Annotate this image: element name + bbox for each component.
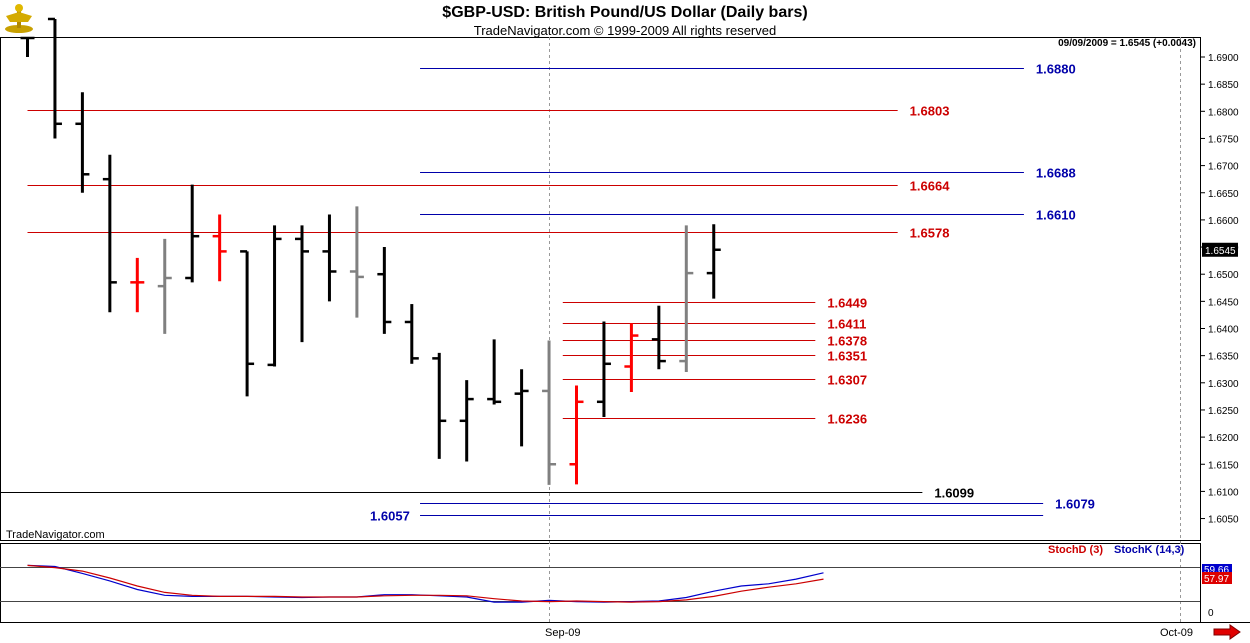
ohlc-bar-12 <box>349 206 364 318</box>
stoch-k-line <box>27 564 824 603</box>
y-tick-label-5: 1.6650 <box>1208 189 1239 200</box>
level-label-8: 1.6378 <box>827 334 867 349</box>
level-label-13: 1.6079 <box>1055 497 1095 512</box>
level-label-2: 1.6688 <box>1036 166 1076 181</box>
ohlc-bar-17 <box>487 339 502 405</box>
y-tick-label-16: 1.6100 <box>1208 487 1239 498</box>
stoch-k-badge <box>1202 564 1232 574</box>
y-tick-label-15: 1.6150 <box>1208 460 1239 471</box>
ohlc-bar-6 <box>185 184 200 283</box>
y-tick-label-0: 1.6900 <box>1208 53 1239 64</box>
stoch-pane-frame <box>0 543 1201 623</box>
last-price-badge <box>1202 242 1238 257</box>
x-tick-oct: Oct-09 <box>1160 627 1194 639</box>
ohlc-bar-21 <box>596 321 611 418</box>
y-tick-label-6: 1.6600 <box>1208 216 1239 227</box>
ohlc-bar-25 <box>706 224 721 299</box>
y-tick-label-9: 1.6450 <box>1208 297 1239 308</box>
y-tick-label-14: 1.6200 <box>1208 433 1239 444</box>
last-quote: 09/09/2009 = 1.6545 (+0.0043) <box>1058 38 1196 49</box>
ohlc-bar-22 <box>624 323 639 393</box>
stoch-axis-zero: 0 <box>1208 608 1214 619</box>
y-tick-label-13: 1.6250 <box>1208 406 1239 417</box>
level-label-12: 1.6099 <box>934 486 974 501</box>
level-label-14: 1.6057 <box>370 509 410 524</box>
y-tick-label-2: 1.6800 <box>1208 107 1239 118</box>
ohlc-bar-2 <box>75 92 90 193</box>
ohlc-bar-18 <box>514 369 529 447</box>
ohlc-bar-1 <box>47 17 62 139</box>
ohlc-bar-23 <box>651 305 666 370</box>
y-tick-label-4: 1.6700 <box>1208 162 1239 173</box>
ohlc-bar-10 <box>295 225 309 343</box>
ohlc-bar-7 <box>212 214 227 282</box>
ohlc-bar-8 <box>240 250 255 397</box>
red-right-arrow-icon[interactable] <box>1212 624 1242 640</box>
level-label-0: 1.6880 <box>1036 62 1076 77</box>
y-tick-label-3: 1.6750 <box>1208 134 1239 145</box>
stoch-k-value: 59.66 <box>1204 565 1229 576</box>
chart-title: $GBP-USD: British Pound/US Dollar (Daily… <box>442 4 808 21</box>
x-tick-sep: Sep-09 <box>545 627 581 639</box>
ohlc-bar-15 <box>432 352 447 459</box>
level-label-7: 1.6411 <box>827 317 866 332</box>
level-label-9: 1.6351 <box>827 349 867 364</box>
stoch-d-line <box>27 564 824 603</box>
stoch-d-badge <box>1202 572 1232 584</box>
last-price-label: 1.6545 <box>1205 246 1236 257</box>
ohlc-bar-20 <box>569 385 584 485</box>
ohlc-bar-24 <box>679 225 694 372</box>
y-tick-label-12: 1.6300 <box>1208 379 1239 390</box>
price-pane-frame <box>0 37 1201 541</box>
level-label-1: 1.6803 <box>910 104 950 119</box>
level-label-3: 1.6664 <box>910 179 951 194</box>
level-label-4: 1.6610 <box>1036 208 1076 223</box>
ohlc-bar-4 <box>130 257 145 313</box>
stoch-k-legend: StochK (14,3) <box>1114 544 1185 556</box>
stoch-d-legend: StochD (3) <box>1048 544 1103 556</box>
ohlc-bar-9 <box>267 225 282 367</box>
ohlc-bar-3 <box>102 154 117 313</box>
ohlc-bar-13 <box>377 247 392 334</box>
stoch-d-value: 57.97 <box>1204 574 1229 585</box>
level-label-10: 1.6307 <box>827 373 867 388</box>
watermark: TradeNavigator.com <box>6 529 105 541</box>
level-label-5: 1.6578 <box>910 226 950 241</box>
y-tick-label-8: 1.6500 <box>1208 270 1239 281</box>
trade-navigator-logo-icon <box>5 4 33 33</box>
level-label-11: 1.6236 <box>827 412 867 427</box>
ohlc-bar-19 <box>542 340 557 485</box>
copyright-text: TradeNavigator.com © 1999-2009 All right… <box>473 23 777 38</box>
level-label-6: 1.6449 <box>827 296 867 311</box>
ohlc-bar-16 <box>459 380 474 462</box>
ohlc-bar-5 <box>157 238 172 334</box>
ohlc-bar-14 <box>404 304 419 364</box>
ohlc-bar-11 <box>322 214 337 302</box>
y-tick-label-11: 1.6350 <box>1208 352 1239 363</box>
y-tick-label-1: 1.6850 <box>1208 80 1239 91</box>
ohlc-bar-0 <box>20 36 35 57</box>
y-tick-label-10: 1.6400 <box>1208 325 1239 336</box>
y-tick-label-17: 1.6050 <box>1208 515 1239 526</box>
